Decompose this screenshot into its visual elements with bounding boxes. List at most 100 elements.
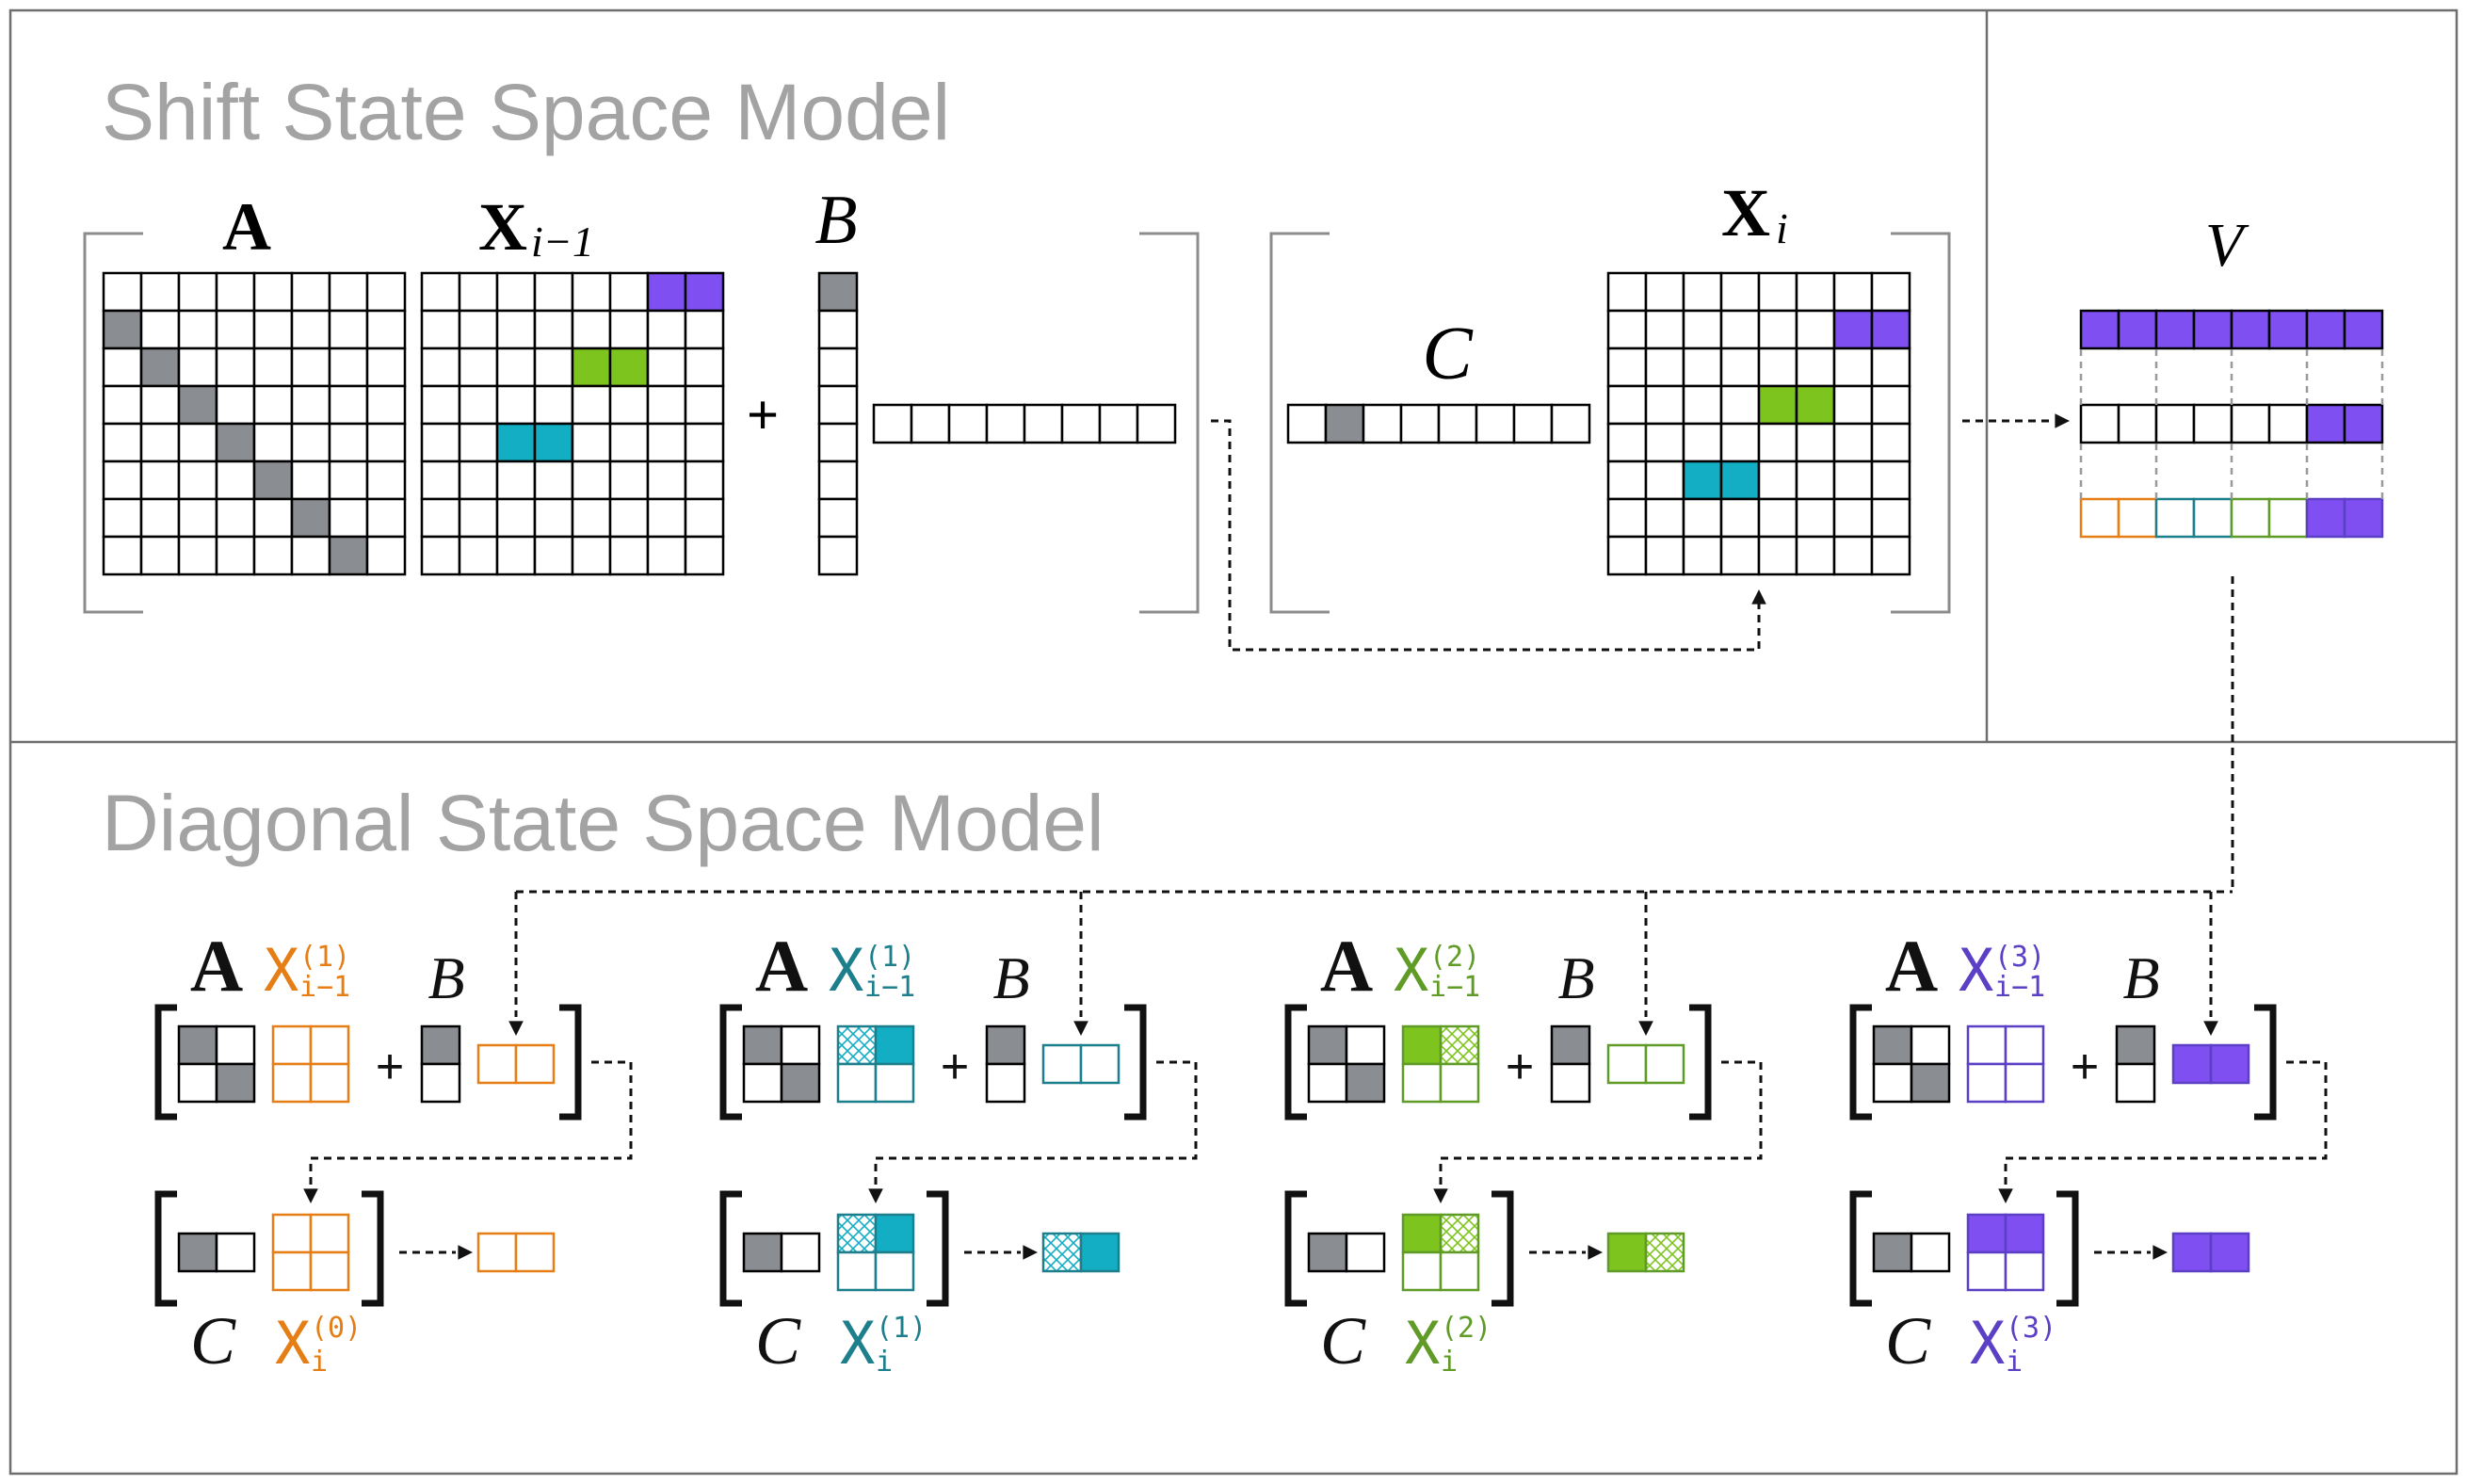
- block-3-X-next-symbol: X: [1405, 1309, 1440, 1378]
- block-2-X-next-cell: [874, 1250, 915, 1292]
- block-4-B-vector-cell: [2115, 1024, 2156, 1066]
- shift-matrix-X-prev-cell: [571, 460, 612, 501]
- block-1-X-next-symbol: X: [275, 1309, 310, 1378]
- shift-matrix-X-prev-cell: [646, 460, 687, 501]
- shift-plus-sign: +: [747, 384, 779, 445]
- block-1-A-matrix: [177, 1024, 256, 1104]
- shift-matrix-X-next-cell: [1757, 271, 1798, 313]
- block-4-X-next-cell: [1966, 1213, 2007, 1254]
- shift-matrix-X-next-cell: [1795, 271, 1836, 313]
- block-2-down-connector: [874, 1060, 1198, 1188]
- shift-matrix-X-prev-cell: [571, 384, 612, 426]
- block-3-bottom-bracket-right: [1491, 1190, 1514, 1307]
- shift-matrix-X-prev-cell: [608, 347, 650, 388]
- shift-matrix-X-next-cell: [1644, 497, 1685, 539]
- block-4-X-prev-subscript: i−1: [1994, 971, 2045, 1004]
- block-4-A-matrix-cell: [1910, 1024, 1951, 1066]
- block-3-X-prev-superscript: (2): [1429, 941, 1480, 974]
- shift-X-next-label: X i: [1721, 175, 1788, 252]
- shift-matrix-A-cell: [365, 460, 407, 501]
- shift-matrix-X-prev-cell: [608, 309, 650, 350]
- block-2-B-label: B: [992, 944, 1029, 1011]
- block-1-output-cell: [476, 1232, 518, 1273]
- shift-matrix-X-next-cell: [1757, 497, 1798, 539]
- shift-matrix-A-cell: [139, 460, 181, 501]
- block-4-A-matrix-cell: [1872, 1024, 1913, 1066]
- shift-matrix-A-cell: [290, 422, 331, 463]
- shift-matrix-X-next-cell: [1832, 271, 1874, 313]
- block-1-top-bracket-left: [154, 1004, 177, 1121]
- block-2-B-vector-cell: [985, 1024, 1026, 1066]
- block-1-output-arrowhead: [458, 1245, 473, 1260]
- shift-matrix-X-prev-cell: [646, 535, 687, 576]
- shift-matrix-X-next-cell: [1682, 422, 1723, 463]
- block-4-C-vector-cell: [1910, 1232, 1951, 1273]
- shift-matrix-X-next-cell: [1719, 422, 1761, 463]
- block-3-input-cell: [1644, 1043, 1685, 1085]
- block-2-A-matrix: [742, 1024, 821, 1104]
- shift-matrix-X-next-cell: [1757, 535, 1798, 576]
- shift-matrix-X-prev-cell: [533, 347, 574, 388]
- block-4-B-label: B: [2122, 944, 2159, 1011]
- block-1-B-vector: [420, 1024, 461, 1104]
- shift-matrix-X-prev-cell: [458, 309, 499, 350]
- block-4-X-prev-symbol: X: [1959, 936, 1993, 1005]
- shift-matrix-A-cell: [139, 309, 181, 350]
- block-1-C-vector: [177, 1232, 256, 1273]
- shift-matrix-A-cell: [365, 535, 407, 576]
- block-2-X-prev-superscript: (1): [864, 941, 915, 974]
- shift-matrix-A-cell: [177, 309, 218, 350]
- shift-matrix-X-next-cell: [1606, 535, 1648, 576]
- shift-vector-C-cell: [1437, 403, 1478, 444]
- block-2-X-next-superscript: (1): [876, 1312, 927, 1345]
- shift-matrix-X-next-cell: [1757, 460, 1798, 501]
- V-row-top-cell: [2154, 309, 2196, 350]
- block-2-X-next-matrix: [836, 1213, 915, 1292]
- block-4-X-next-cell: [2004, 1213, 2045, 1254]
- shift-matrix-X-prev-cell: [495, 271, 537, 313]
- V-row-middle-cell: [2230, 403, 2271, 444]
- shift-matrix-A-cell: [177, 271, 218, 313]
- shift-vector-C-cell: [1475, 403, 1516, 444]
- shift-matrix-X-next-cell: [1795, 497, 1836, 539]
- block-1-top-bracket-right: [559, 1004, 582, 1121]
- shift-matrix-X-next-cell: [1832, 422, 1874, 463]
- block-1-X-prev-symbol: X: [264, 936, 298, 1005]
- shift-matrix-A-cell: [102, 271, 143, 313]
- V-row-top-cell: [2230, 309, 2271, 350]
- shift-matrix-A-cell: [328, 422, 369, 463]
- block-4-C-vector-cell: [1872, 1232, 1913, 1273]
- shift-matrix-X-prev-cell: [495, 384, 537, 426]
- block-2-B-vector-cell: [985, 1062, 1026, 1104]
- block-1-down-connector: [309, 1060, 633, 1188]
- block-1-B-vector-cell: [420, 1062, 461, 1104]
- shift-matrix-X-next-cell: [1644, 384, 1685, 426]
- block-4-X-next-cell: [1966, 1250, 2007, 1292]
- shift-matrix-A-cell: [328, 384, 369, 426]
- V-row-middle-cell: [2079, 403, 2120, 444]
- shift-matrix-X-prev-cell: [495, 309, 537, 350]
- shift-matrix-X-prev-cell: [646, 497, 687, 539]
- shift-matrix-X-prev-cell: [533, 422, 574, 463]
- block-4-input-cell: [2209, 1043, 2250, 1085]
- block-3-plus-sign: +: [1506, 1040, 1534, 1094]
- shift-vector-B-cell: [817, 384, 859, 426]
- block-2-X-next-symbol: X: [840, 1309, 875, 1378]
- block-2-bottom-bracket-left: [719, 1190, 742, 1307]
- shift-matrix-X-next-cell: [1870, 422, 1911, 463]
- shift-vector-C-cell: [1512, 403, 1554, 444]
- block-4-X-next-symbol: X: [1970, 1309, 2005, 1378]
- shift-matrix-X-next-cell: [1795, 422, 1836, 463]
- shift-matrix-X-next-cell: [1870, 309, 1911, 350]
- shift-matrix-A-cell: [290, 384, 331, 426]
- shift-matrix-X-next-cell: [1757, 347, 1798, 388]
- shift-matrix-X-next-cell: [1682, 271, 1723, 313]
- block-3-input-cell: [1606, 1043, 1648, 1085]
- shift-matrix-X-prev-cell: [646, 384, 687, 426]
- V-row-bottom: [2079, 497, 2384, 539]
- V-row-top: [2079, 309, 2384, 350]
- shift-matrix-A-cell: [290, 309, 331, 350]
- block-4-B-vector: [2115, 1024, 2156, 1104]
- block-3-down-connector: [1439, 1060, 1763, 1188]
